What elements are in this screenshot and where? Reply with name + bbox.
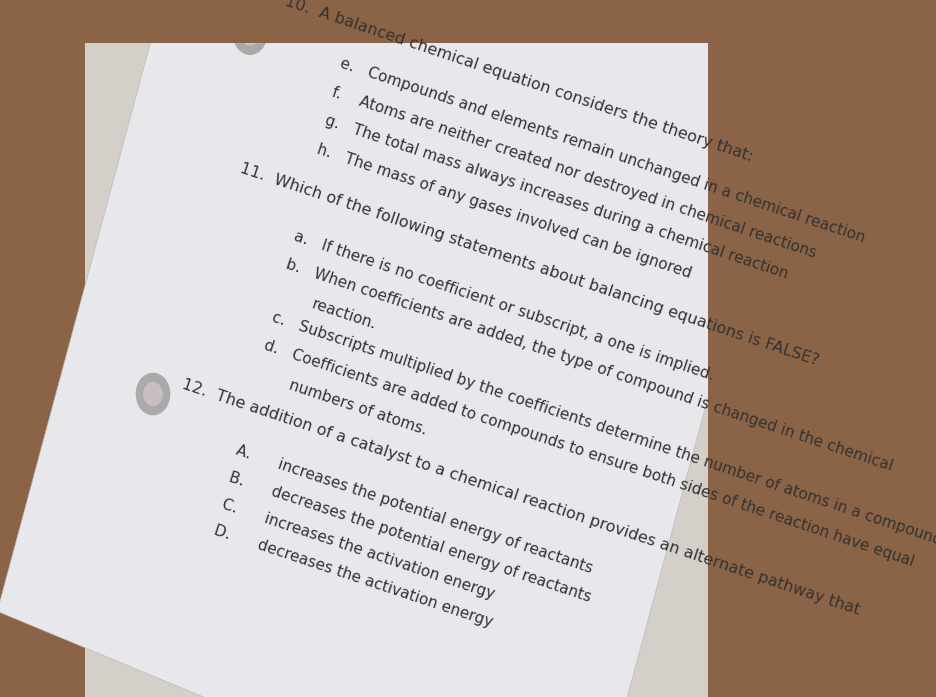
Text: C.      increases the activation energy: C. increases the activation energy (219, 496, 495, 602)
Text: 11.  Which of the following statements about balancing equations is FALSE?: 11. Which of the following statements ab… (238, 161, 820, 369)
Circle shape (137, 374, 169, 415)
Text: c.   Subscripts multiplied by the coefficients determine the number of atoms in : c. Subscripts multiplied by the coeffici… (270, 309, 936, 549)
Circle shape (144, 383, 162, 406)
Text: B.      decreases the potential energy of reactants: B. decreases the potential energy of rea… (227, 470, 592, 605)
Text: 12.  The addition of a catalyst to a chemical reaction provides an alternate pat: 12. The addition of a catalyst to a chem… (180, 376, 861, 617)
Text: e.   Compounds and elements remain unchanged in a chemical reaction: e. Compounds and elements remain unchang… (338, 56, 866, 246)
Text: reaction.: reaction. (309, 296, 377, 332)
Polygon shape (0, 0, 799, 697)
Circle shape (241, 22, 259, 45)
Text: f.    Atoms are neither created nor destroyed in chemical reactions: f. Atoms are neither created nor destroy… (330, 84, 818, 261)
Bar (85, 43, 707, 697)
Text: a.   If there is no coefficient or subscript, a one is implied.: a. If there is no coefficient or subscri… (291, 229, 715, 383)
Text: h.   The mass of any gases involved can be ignored: h. The mass of any gases involved can be… (314, 141, 693, 281)
Text: g.   The total mass always increases during a chemical reaction: g. The total mass always increases durin… (323, 113, 789, 282)
Text: A.      increases the potential energy of reactants: A. increases the potential energy of rea… (234, 443, 593, 576)
Circle shape (233, 13, 267, 54)
Text: numbers of atoms.: numbers of atoms. (287, 377, 429, 438)
Text: D.      decreases the activation energy: D. decreases the activation energy (212, 523, 494, 630)
Text: b.   When coefficients are added, the type of compound is changed in the chemica: b. When coefficients are added, the type… (284, 257, 894, 474)
Text: 10.  A balanced chemical equation considers the theory that:: 10. A balanced chemical equation conside… (283, 0, 754, 164)
Text: d.   Coefficients are added to compounds to ensure both sides of the reaction ha: d. Coefficients are added to compounds t… (262, 338, 915, 569)
Bar (0, 43, 85, 697)
